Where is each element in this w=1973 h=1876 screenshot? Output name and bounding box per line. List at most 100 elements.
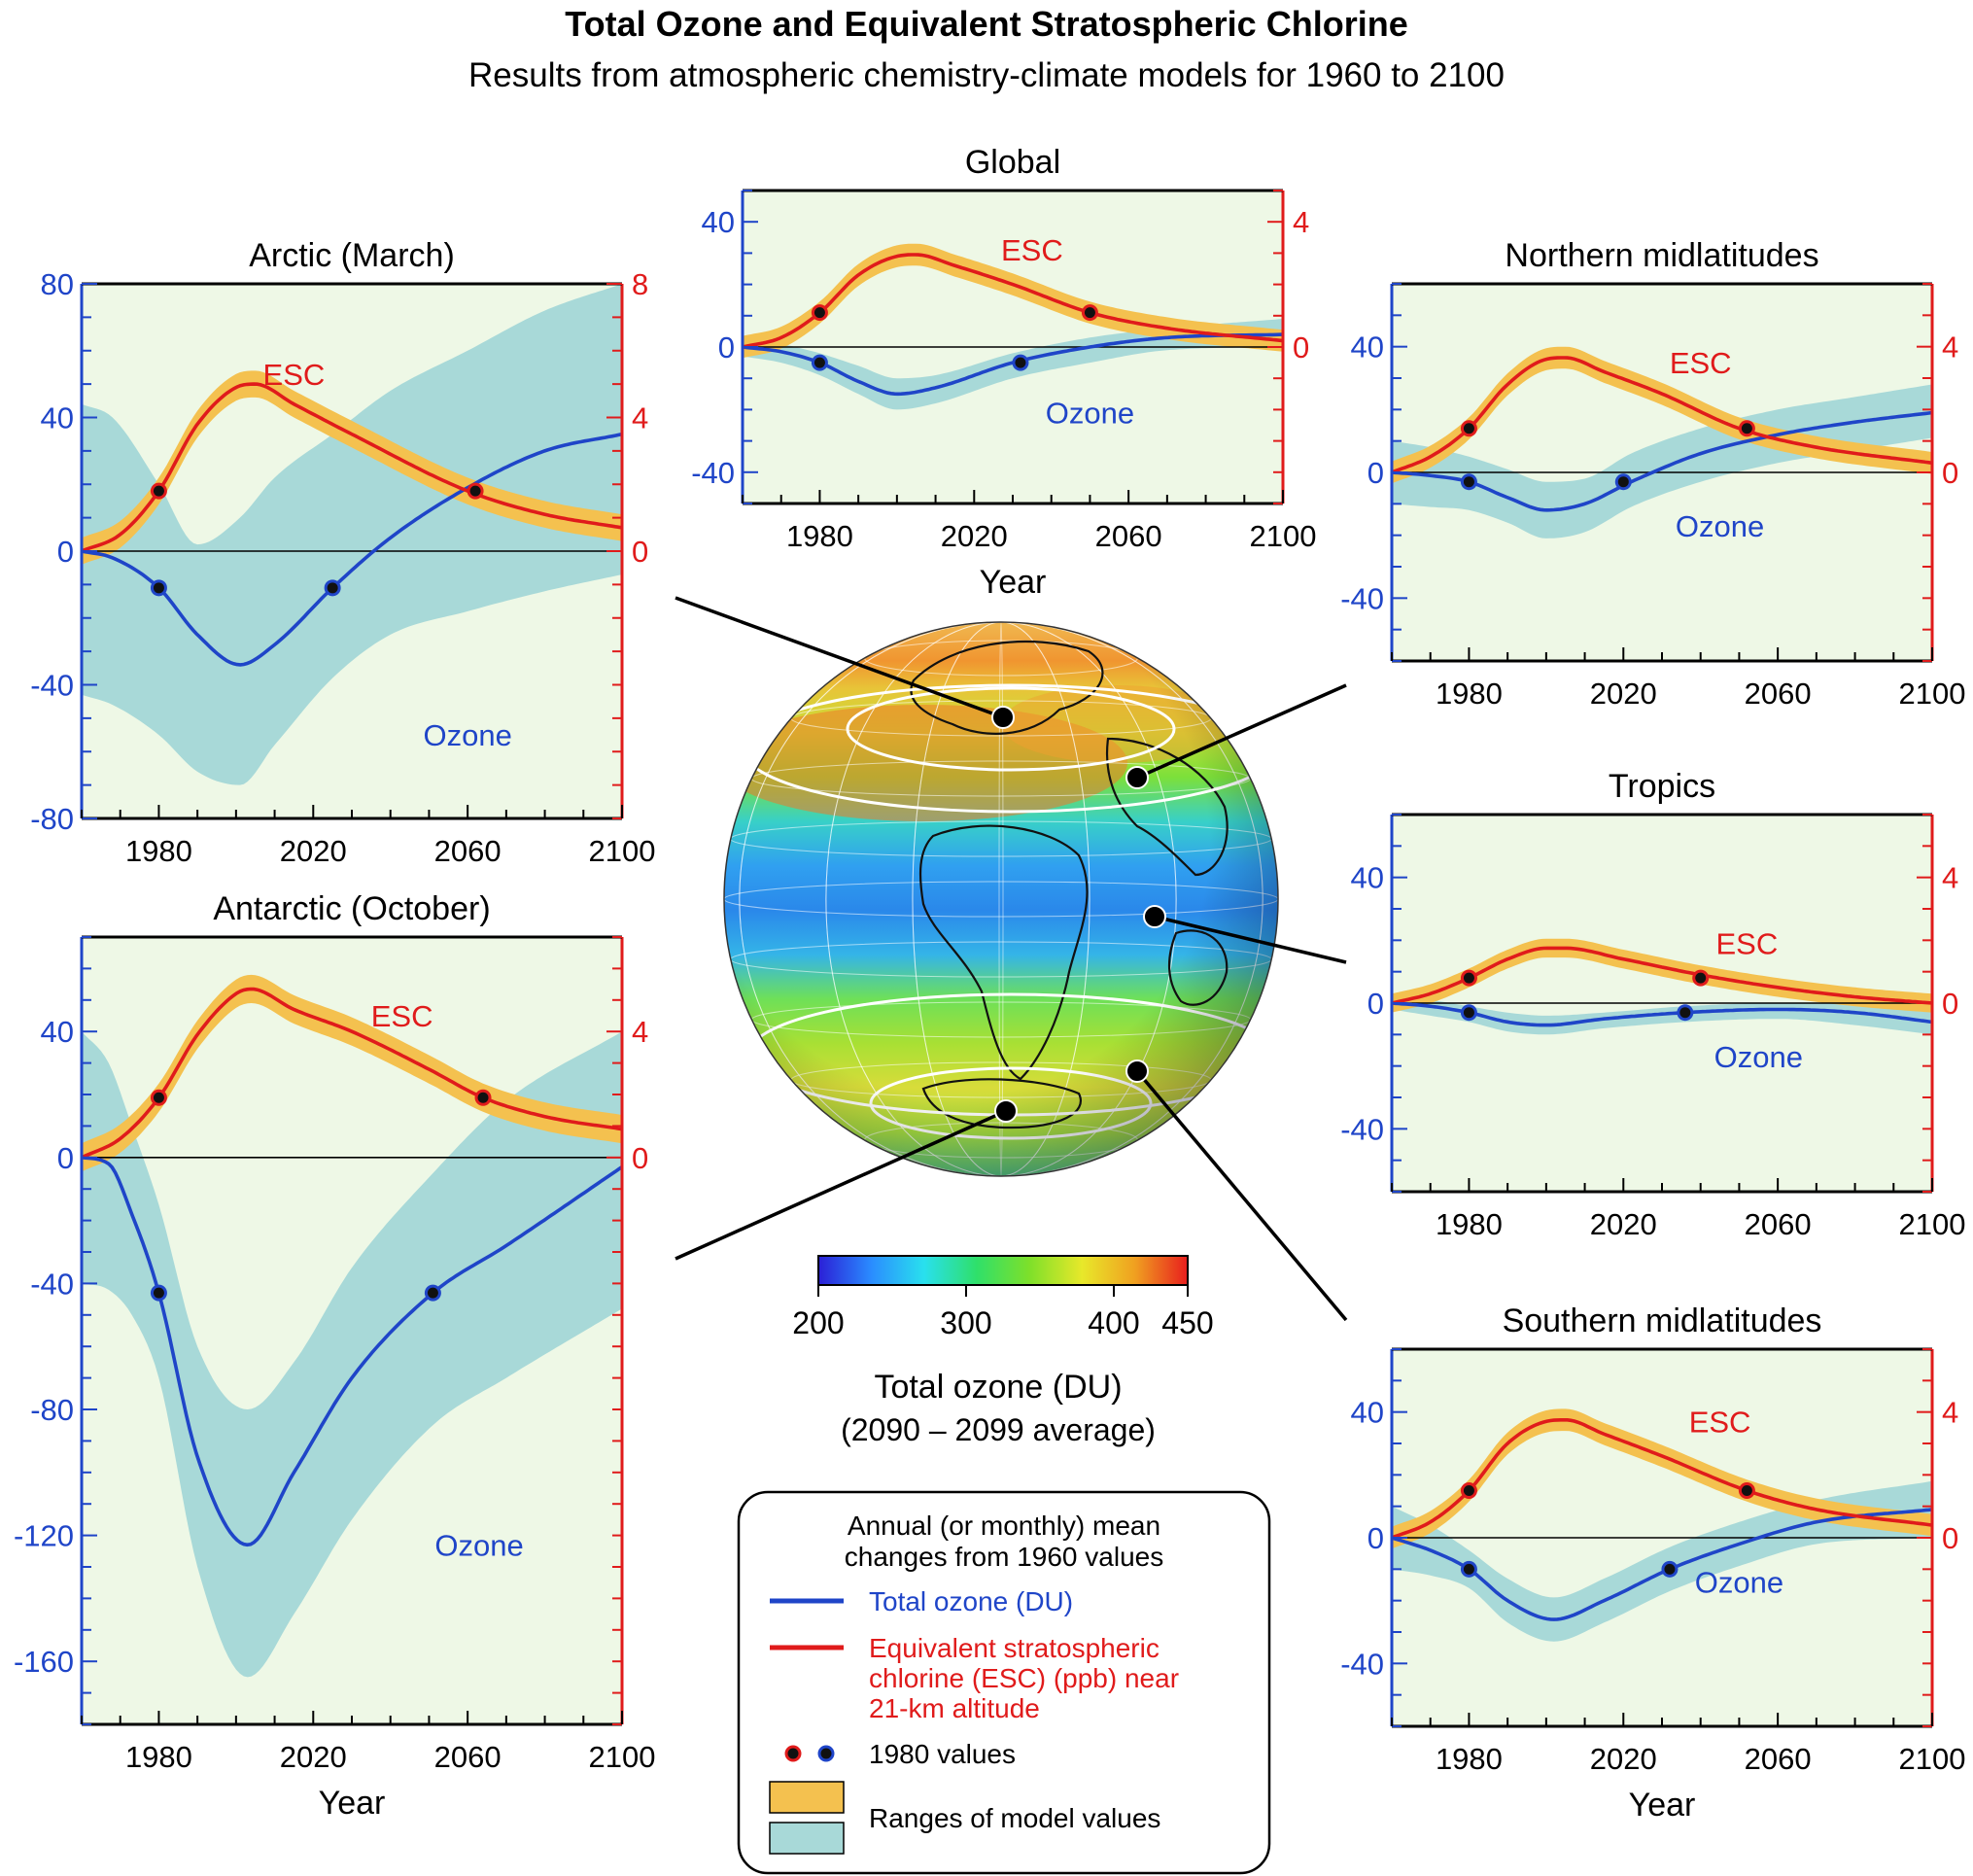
esc-1980-marker-core	[1463, 972, 1474, 984]
connector-line	[1135, 1069, 1348, 1322]
esc-range-band	[82, 974, 622, 1172]
x-tick-label: 1980	[125, 834, 192, 868]
right-tick-label: 0	[1942, 1521, 1958, 1555]
esc-series-label: ESC	[1715, 927, 1778, 961]
location-marker	[991, 706, 1015, 729]
x-tick-label: 2060	[1095, 519, 1162, 553]
colorbar-tick-label: 400	[1088, 1305, 1139, 1340]
esc-1980-marker-core	[477, 1092, 489, 1103]
legend-ozone-range-swatch	[769, 1822, 845, 1855]
x-tick-label: 2100	[1899, 1742, 1966, 1776]
plot-area	[1392, 1408, 1932, 1642]
ozone-line	[82, 1156, 622, 1547]
left-tick-label: -120	[14, 1519, 74, 1553]
connector-line	[675, 1109, 1007, 1261]
ozone-series-label: Ozone	[1046, 397, 1134, 431]
chart-arctic: -80 -40 0 40 80 0 4 8 1980 2020 2060 2100 Arctic (Ma…	[30, 237, 655, 868]
right-tick-label: 0	[1293, 330, 1309, 365]
right-tick-label: 4	[1942, 861, 1958, 895]
chart-title: Tropics	[1609, 768, 1715, 805]
x-axis-label: Year	[319, 1785, 386, 1822]
left-tick-label: 40	[41, 401, 74, 435]
legend-1980-marker-core	[820, 1748, 832, 1759]
ozone-1980-marker-core	[1679, 1007, 1691, 1019]
x-tick-label: 2020	[1590, 677, 1657, 711]
esc-1980-marker-core	[1741, 423, 1752, 434]
esc-1980-marker-core	[1084, 307, 1095, 319]
location-marker	[994, 1099, 1018, 1123]
figure-subtitle: Results from atmospheric chemistry-clima…	[468, 56, 1505, 94]
x-tick-label: 2020	[1590, 1742, 1657, 1776]
chart-title: Arctic (March)	[249, 237, 455, 274]
left-tick-label: 0	[57, 1141, 74, 1175]
x-axis-label: Year	[980, 564, 1047, 601]
legend-header: changes from 1960 values	[845, 1542, 1163, 1572]
colorbar-tick-label: 300	[940, 1305, 991, 1340]
left-tick-label: 40	[41, 1015, 74, 1049]
esc-line	[743, 253, 1283, 349]
legend-esc-label: chlorine (ESC) (ppb) near	[869, 1663, 1179, 1693]
plot-area	[1392, 346, 1932, 538]
legend-values-label: 1980 values	[869, 1739, 1016, 1769]
right-tick-label: 4	[632, 401, 648, 435]
right-tick-label: 4	[1942, 1396, 1958, 1430]
left-tick-label: -40	[691, 456, 735, 490]
esc-line	[82, 382, 622, 553]
chart-title: Northern midlatitudes	[1505, 237, 1818, 274]
ozone-1980-marker-core	[153, 582, 164, 594]
esc-series-label: ESC	[1670, 346, 1732, 380]
left-tick-label: 0	[1367, 987, 1384, 1021]
x-tick-label: 2060	[1745, 1207, 1812, 1241]
location-marker	[1125, 1060, 1149, 1083]
esc-range-band	[1392, 1408, 1932, 1549]
esc-range-band	[1392, 346, 1932, 484]
ozone-1980-marker-core	[1463, 1563, 1474, 1575]
left-tick-label: -160	[14, 1645, 74, 1679]
x-axis-label: Year	[1629, 1787, 1696, 1824]
plot-area	[743, 243, 1283, 410]
left-tick-label: 40	[1351, 330, 1384, 365]
chart-antarctic: -160 -120 -80 -40 0 40 0 4 1980 2020 2060 2100 Antar…	[14, 890, 656, 1822]
chart-northern: -40 0 40 0 4 1980 2020 2060 2100 Northern midlati…	[1340, 237, 1965, 711]
ozone-series-label: Ozone	[1695, 1565, 1783, 1599]
left-tick-label: 0	[57, 535, 74, 569]
ozone-series-label: Ozone	[1676, 509, 1764, 543]
legend-esc-range-swatch	[769, 1781, 845, 1814]
globe	[723, 621, 1279, 1177]
right-tick-label: 4	[632, 1015, 648, 1049]
ozone-1980-marker-core	[153, 1287, 164, 1299]
colorbar-label: Total ozone (DU)	[874, 1369, 1122, 1406]
x-tick-label: 2060	[1745, 677, 1812, 711]
legend-range-label: Ranges of model values	[869, 1803, 1160, 1833]
x-tick-label: 1980	[1436, 1207, 1503, 1241]
right-tick-label: 4	[1942, 330, 1958, 365]
esc-series-label: ESC	[1689, 1405, 1751, 1439]
x-tick-label: 2100	[589, 834, 656, 868]
left-tick-label: 40	[702, 205, 735, 239]
left-tick-label: 0	[1367, 1521, 1384, 1555]
legend-esc-label: Equivalent stratospheric	[869, 1633, 1160, 1663]
left-tick-label: 80	[41, 267, 74, 301]
chart-title: Southern midlatitudes	[1503, 1303, 1822, 1339]
legend-box	[737, 1490, 1271, 1875]
colorbar: 200 300 400 450 Total ozone (DU) (2090 – 2099…	[792, 1255, 1214, 1447]
left-tick-label: -40	[1340, 581, 1384, 615]
esc-1980-marker-core	[813, 307, 825, 319]
right-tick-label: 4	[1293, 205, 1309, 239]
esc-series-label: ESC	[1001, 233, 1063, 267]
esc-1980-marker-core	[469, 485, 481, 497]
colorbar-scale	[817, 1255, 1189, 1286]
ozone-1980-marker-core	[327, 582, 338, 594]
ozone-range-band	[1392, 1480, 1932, 1642]
x-tick-label: 1980	[786, 519, 853, 553]
figure-title: Total Ozone and Equivalent Stratospheric…	[565, 4, 1408, 44]
x-tick-label: 1980	[1436, 1742, 1503, 1776]
left-tick-label: 40	[1351, 1396, 1384, 1430]
x-tick-label: 2060	[434, 834, 502, 868]
right-tick-label: 0	[632, 535, 648, 569]
legend-esc-label: 21-km altitude	[869, 1693, 1040, 1723]
x-tick-label: 1980	[125, 1740, 192, 1774]
esc-1980-marker-core	[1695, 972, 1707, 984]
